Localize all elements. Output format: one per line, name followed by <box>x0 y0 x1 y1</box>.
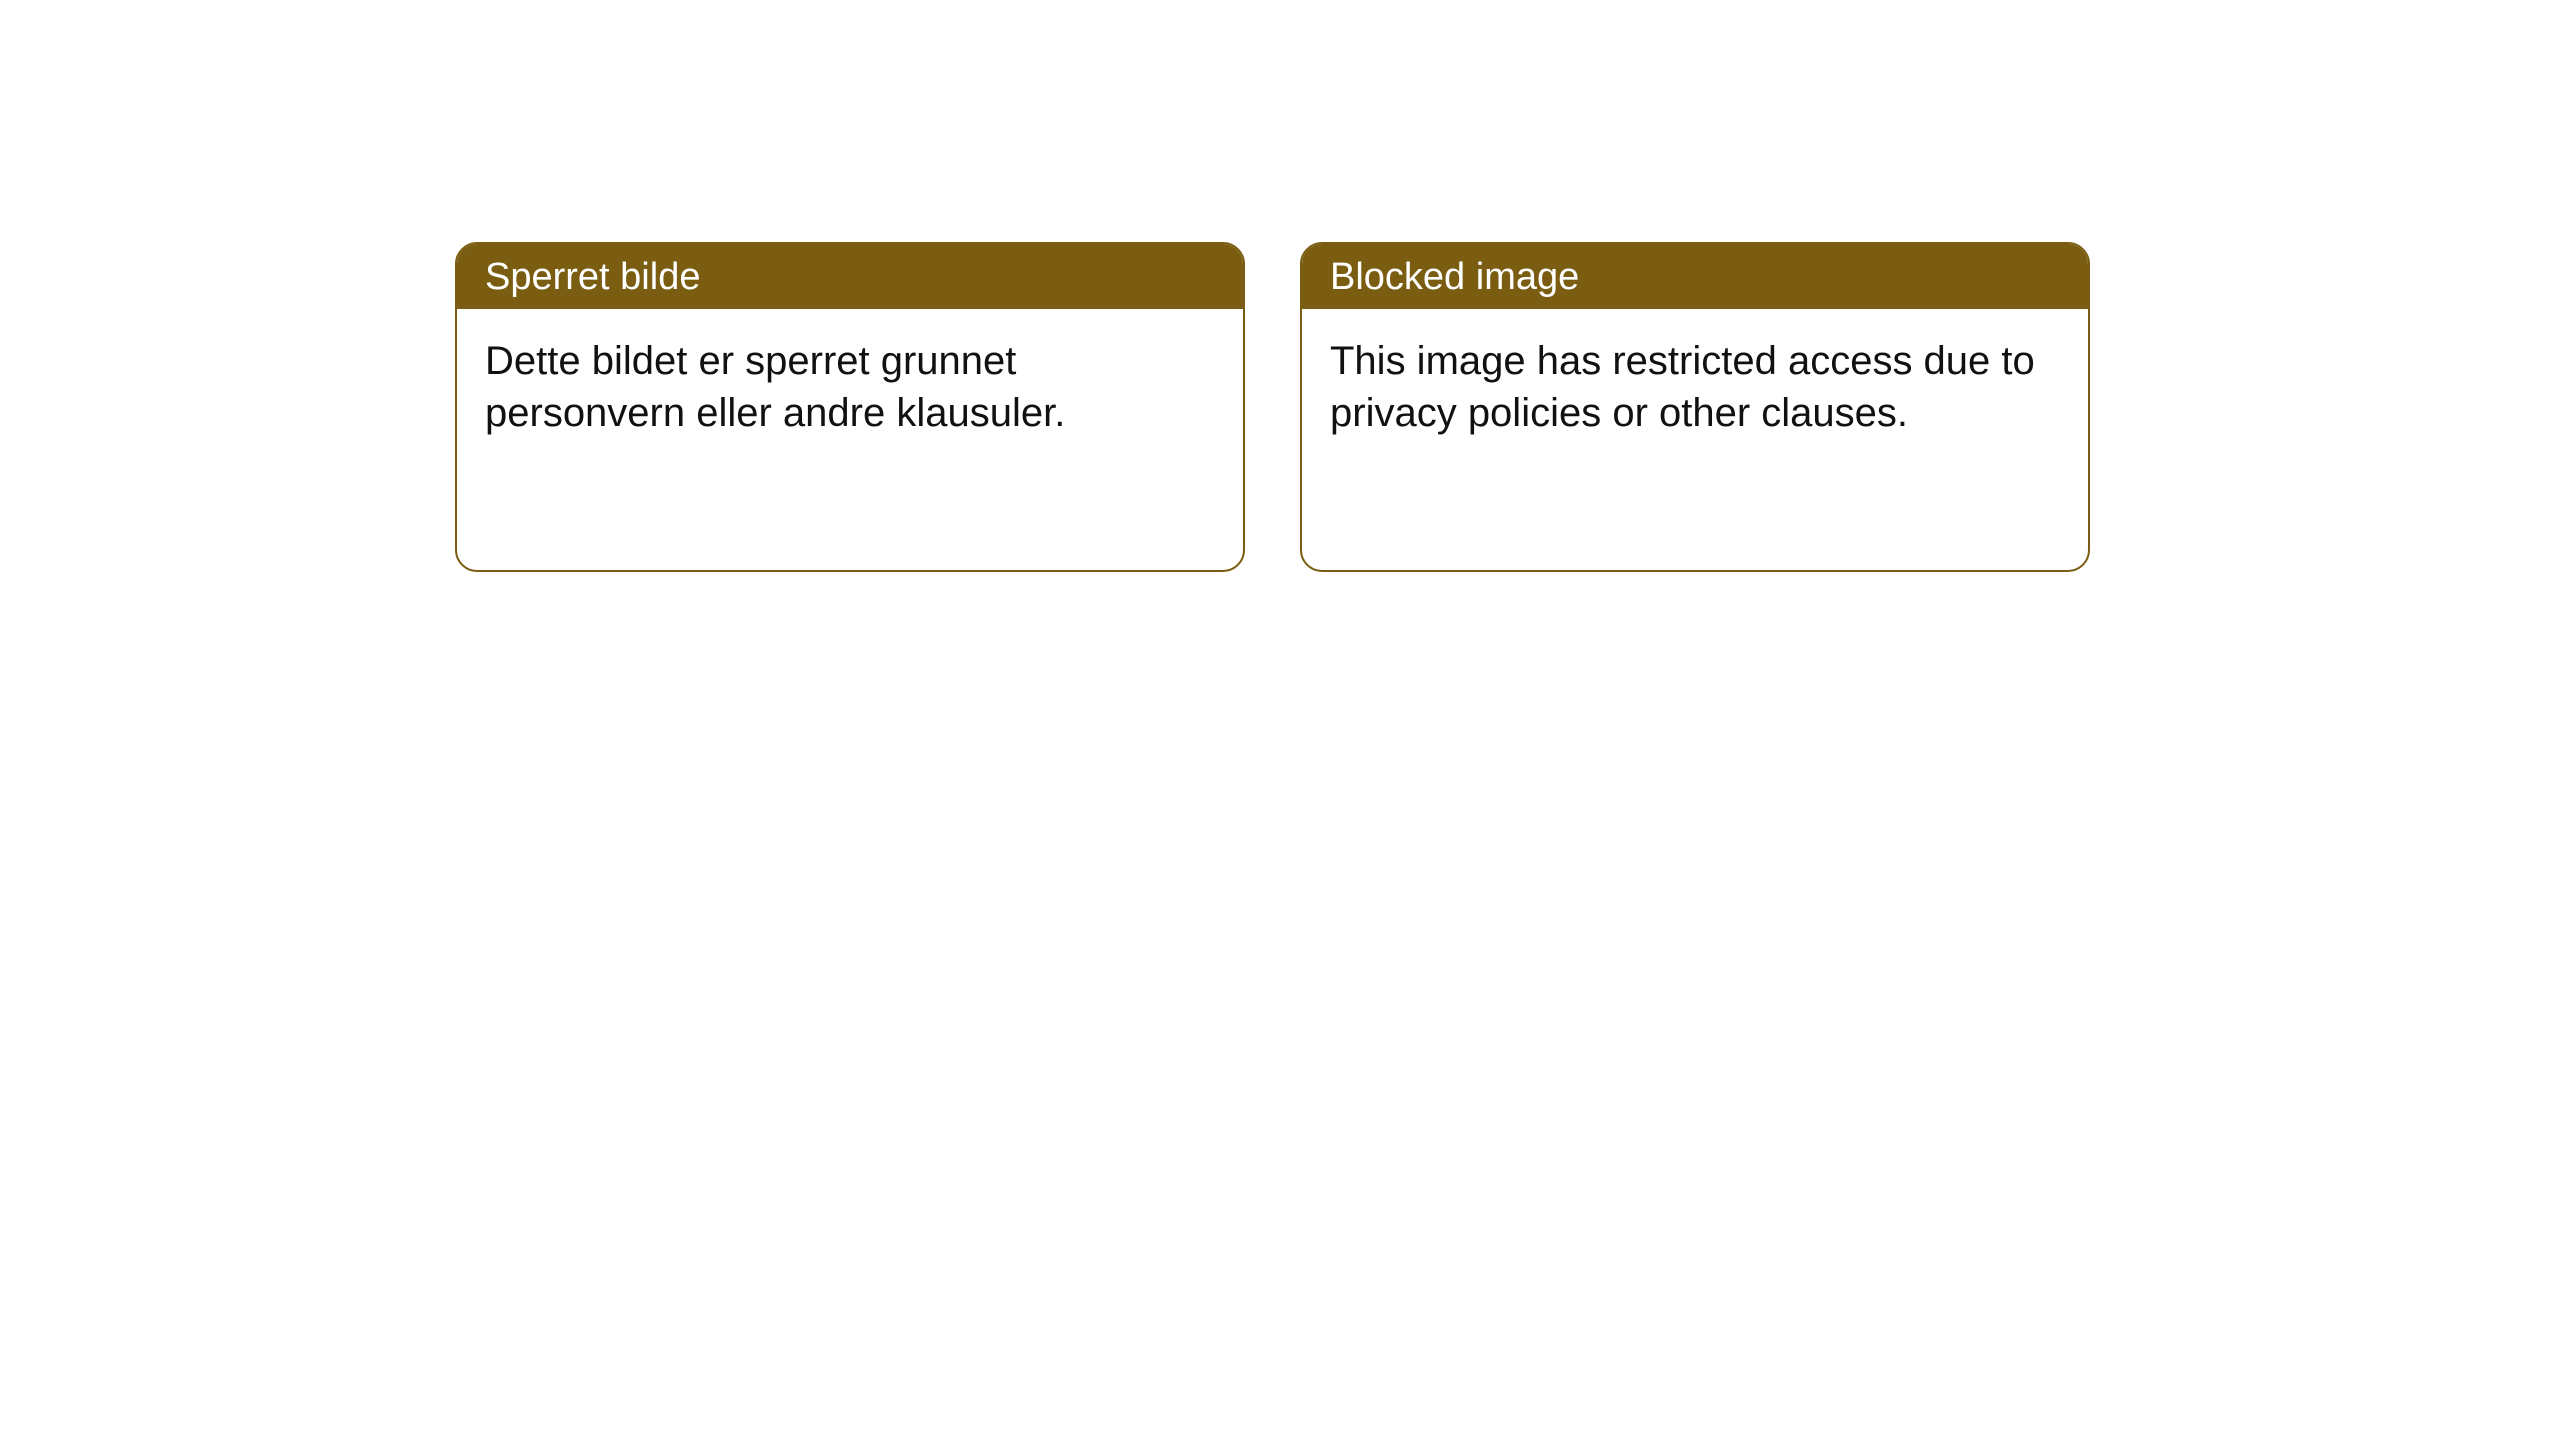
notice-card-header-text: Blocked image <box>1330 256 1579 298</box>
notice-card-header: Sperret bilde <box>457 244 1243 309</box>
notice-card-body: Dette bildet er sperret grunnet personve… <box>457 309 1243 570</box>
notice-card-body-text: Dette bildet er sperret grunnet personve… <box>485 335 1215 439</box>
notice-card-body-text: This image has restricted access due to … <box>1330 335 2060 439</box>
notice-card-header-text: Sperret bilde <box>485 256 700 298</box>
notice-card-en: Blocked image This image has restricted … <box>1300 242 2090 572</box>
notice-card-header: Blocked image <box>1302 244 2088 309</box>
notice-card-body: This image has restricted access due to … <box>1302 309 2088 570</box>
notice-cards-container: Sperret bilde Dette bildet er sperret gr… <box>455 242 2090 572</box>
notice-card-no: Sperret bilde Dette bildet er sperret gr… <box>455 242 1245 572</box>
